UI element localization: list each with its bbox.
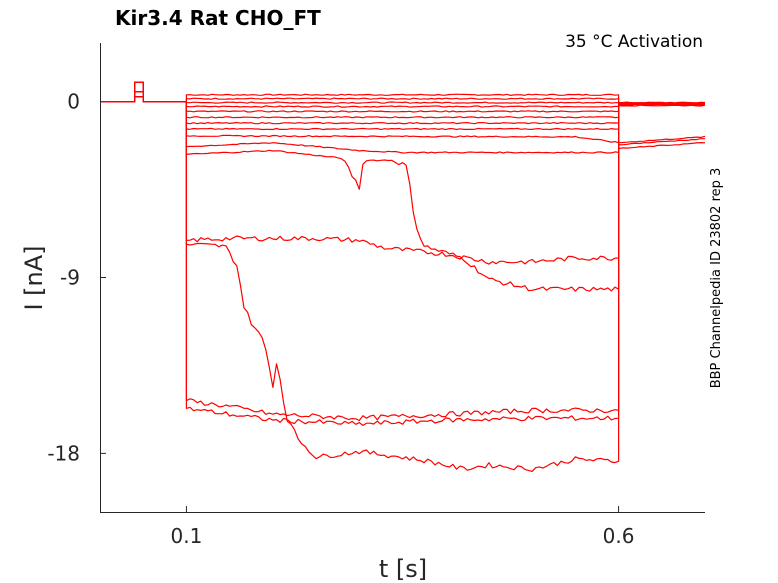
y-tick-label: -18 — [47, 441, 80, 465]
y-tick-label: -9 — [60, 266, 80, 290]
series-line — [101, 96, 706, 144]
series-line — [101, 91, 705, 104]
axes — [100, 43, 705, 513]
y-axis-label: I [nA] — [20, 245, 48, 310]
chart-title: Kir3.4 Rat CHO_FT — [115, 6, 321, 30]
series-line — [101, 91, 706, 131]
x-tick-label: 0.1 — [171, 524, 203, 548]
y-ticks: 0 -9 -18 — [47, 90, 106, 465]
series-line — [101, 96, 706, 105]
series-line — [101, 81, 706, 104]
x-tick-label: 0.6 — [603, 524, 635, 548]
series-line — [101, 81, 706, 154]
y-tick-label: 0 — [67, 90, 80, 114]
x-axis-label: t [s] — [379, 555, 427, 583]
plot-area — [101, 81, 706, 472]
series-line — [101, 81, 706, 108]
series-line — [101, 91, 706, 422]
series-line — [101, 81, 706, 125]
series-line — [101, 81, 705, 472]
x-ticks: 0.1 0.6 — [171, 506, 635, 548]
series-line — [101, 96, 706, 119]
series-line — [101, 96, 706, 426]
side-annotation: BBP Channelpedia ID 23802 rep 3 — [709, 168, 724, 389]
series-line — [101, 96, 706, 265]
chart-annotation: 35 °C Activation — [565, 32, 703, 52]
series-line — [101, 91, 706, 292]
series-line — [101, 91, 706, 113]
